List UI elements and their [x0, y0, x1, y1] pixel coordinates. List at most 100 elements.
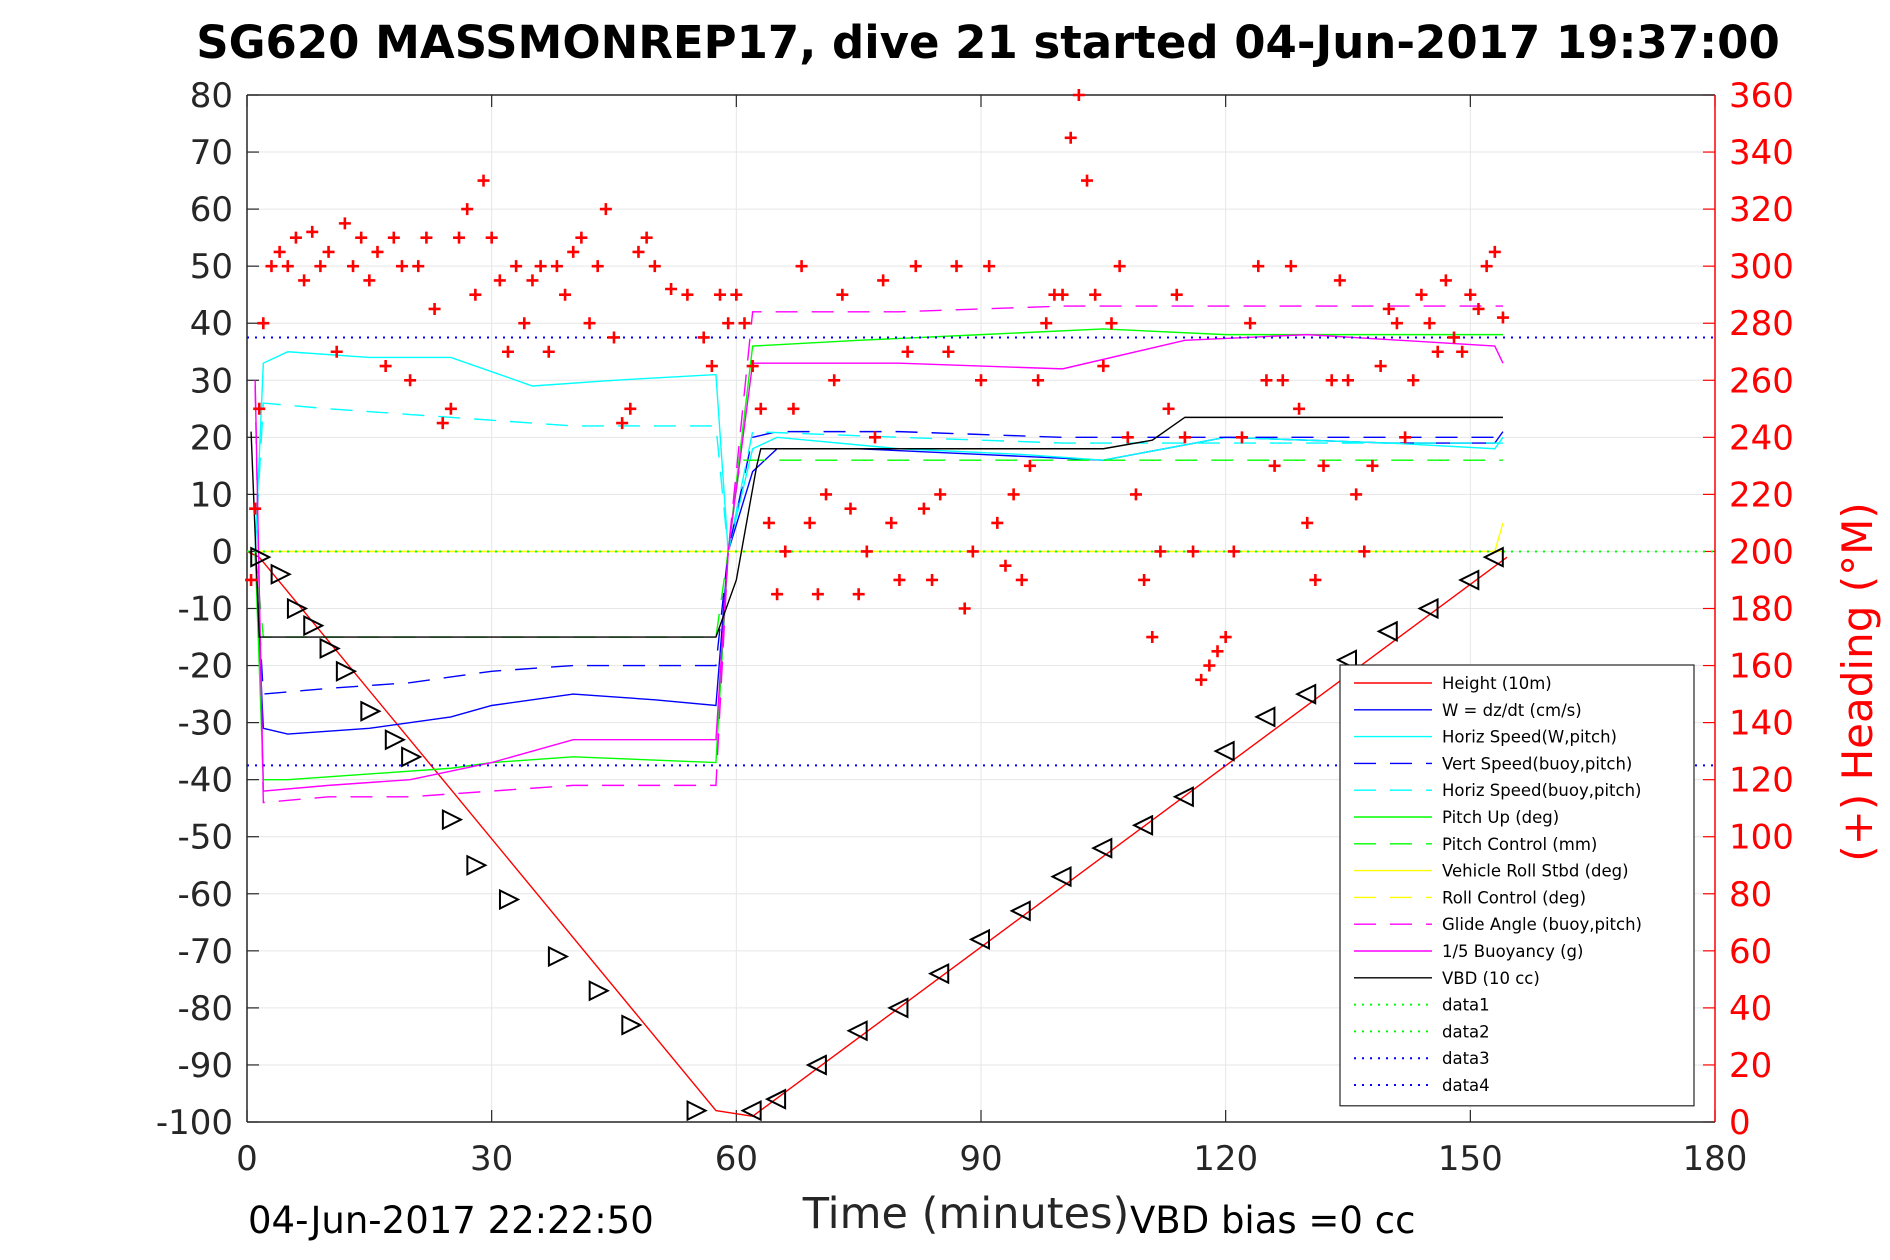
depth-marker-ascent	[1172, 786, 1194, 808]
heading-marker	[477, 174, 490, 187]
heading-marker	[1439, 274, 1452, 287]
heading-marker-shape	[991, 516, 1004, 529]
heading-marker-shape	[1040, 317, 1053, 330]
heading-marker-shape	[1203, 659, 1216, 672]
heading-marker	[1276, 374, 1289, 387]
heading-marker	[338, 217, 351, 230]
heading-marker-shape	[1333, 274, 1346, 287]
heading-marker-shape	[868, 431, 881, 444]
heading-marker	[1023, 459, 1036, 472]
heading-marker	[575, 231, 588, 244]
tick-label-right: 180	[1729, 590, 1794, 630]
heading-marker-shape	[1178, 431, 1191, 444]
legend-box	[1339, 664, 1695, 1107]
heading-marker	[371, 245, 384, 258]
heading-marker	[1072, 89, 1085, 101]
heading-marker-shape	[591, 260, 604, 273]
heading-marker	[591, 260, 604, 273]
footer-vbd-bias: VBD bias =0 cc	[1130, 1199, 1415, 1242]
heading-marker	[257, 317, 270, 330]
depth-marker-ascent	[1482, 546, 1504, 568]
heading-marker-shape	[934, 488, 947, 501]
heading-marker	[665, 282, 678, 295]
heading-marker-shape	[803, 516, 816, 529]
heading-marker	[387, 231, 400, 244]
heading-marker-shape	[420, 231, 433, 244]
heading-marker	[245, 573, 258, 586]
heading-marker-shape	[697, 331, 710, 344]
depth-marker-ascent	[740, 1099, 762, 1122]
heading-marker-shape	[330, 345, 343, 358]
heading-marker	[999, 559, 1012, 572]
heading-marker-shape	[322, 245, 335, 258]
heading-marker-shape	[844, 502, 857, 515]
heading-marker-shape	[1187, 545, 1200, 558]
heading-marker	[608, 331, 620, 344]
heading-marker	[705, 360, 718, 373]
heading-marker	[1423, 317, 1436, 330]
tick-label-left: 60	[190, 190, 233, 230]
heading-marker-shape	[950, 260, 963, 273]
heading-marker-shape	[852, 588, 865, 601]
depth-marker-descent	[621, 1014, 643, 1036]
depth-marker-ascent	[805, 1054, 827, 1076]
heading-marker	[265, 260, 278, 273]
series-layer	[246, 305, 1715, 1118]
heading-marker	[567, 245, 580, 258]
heading-marker-shape	[404, 374, 417, 387]
tick-label-x: 0	[236, 1139, 258, 1179]
depth-marker-ascent	[1050, 866, 1072, 888]
heading-marker	[1032, 374, 1045, 387]
tick-label-x: 180	[1683, 1139, 1748, 1179]
heading-marker	[1407, 374, 1420, 387]
depth-marker-ascent	[1254, 706, 1276, 728]
heading-marker	[632, 245, 645, 258]
heading-marker-shape	[714, 288, 727, 301]
heading-marker-shape	[469, 288, 482, 301]
tick-label-left: -60	[177, 875, 233, 915]
heading-marker-shape	[281, 260, 294, 273]
heading-marker-shape	[893, 573, 906, 586]
heading-marker	[1342, 374, 1354, 387]
heading-marker-shape	[526, 274, 539, 287]
heading-marker-shape	[583, 317, 596, 330]
tick-label-right: 220	[1729, 475, 1794, 515]
heading-marker-shape	[1244, 317, 1257, 330]
heading-marker	[868, 431, 881, 444]
heading-marker	[395, 260, 408, 273]
depth-marker-descent	[498, 888, 521, 911]
heading-marker	[1195, 673, 1208, 686]
heading-marker	[1301, 516, 1314, 529]
heading-marker	[1219, 631, 1232, 644]
heading-marker	[697, 331, 710, 344]
legend-label: Horiz Speed(W,pitch)	[1442, 728, 1617, 747]
heading-marker-shape	[730, 288, 743, 301]
heading-marker	[1097, 360, 1110, 373]
heading-marker	[1170, 288, 1183, 301]
tick-label-left: 40	[190, 304, 233, 344]
heading-marker-shape	[257, 317, 270, 330]
heading-marker-shape	[453, 231, 466, 244]
heading-marker	[314, 260, 327, 273]
heading-marker-shape	[1496, 311, 1509, 324]
heading-marker-shape	[877, 274, 890, 287]
heading-marker-shape	[966, 545, 979, 558]
heading-marker-shape	[1235, 431, 1248, 444]
heading-marker	[1138, 573, 1151, 586]
depth-marker-ascent	[1213, 740, 1235, 762]
heading-marker-shape	[436, 417, 449, 430]
heading-marker-shape	[1268, 459, 1281, 472]
heading-marker	[493, 274, 506, 287]
heading-marker-shape	[1195, 673, 1208, 686]
heading-marker	[648, 260, 661, 273]
depth-marker-descent	[441, 808, 464, 831]
heading-marker-shape	[1480, 260, 1493, 273]
heading-marker	[1007, 488, 1020, 501]
heading-marker	[828, 374, 841, 387]
heading-marker-shape	[501, 345, 514, 358]
legend-label: data4	[1442, 1076, 1490, 1095]
heading-marker	[1431, 345, 1444, 358]
tick-label-right: 280	[1729, 304, 1794, 344]
tick-label-right: 260	[1729, 361, 1794, 401]
